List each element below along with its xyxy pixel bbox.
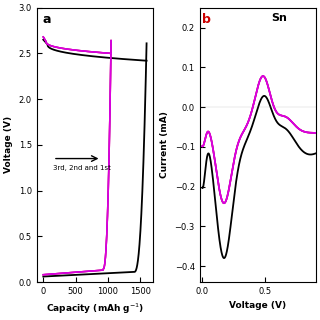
Y-axis label: Voltage (V): Voltage (V) (4, 116, 13, 173)
Text: a: a (43, 13, 51, 26)
Text: 3rd, 2nd and 1st: 3rd, 2nd and 1st (53, 165, 111, 172)
Y-axis label: Current (mA): Current (mA) (160, 111, 169, 178)
X-axis label: Voltage (V): Voltage (V) (229, 301, 286, 310)
Text: Sn: Sn (272, 13, 288, 23)
Text: b: b (202, 13, 211, 26)
X-axis label: Capacity (mAh g$^{-1}$): Capacity (mAh g$^{-1}$) (46, 301, 144, 316)
